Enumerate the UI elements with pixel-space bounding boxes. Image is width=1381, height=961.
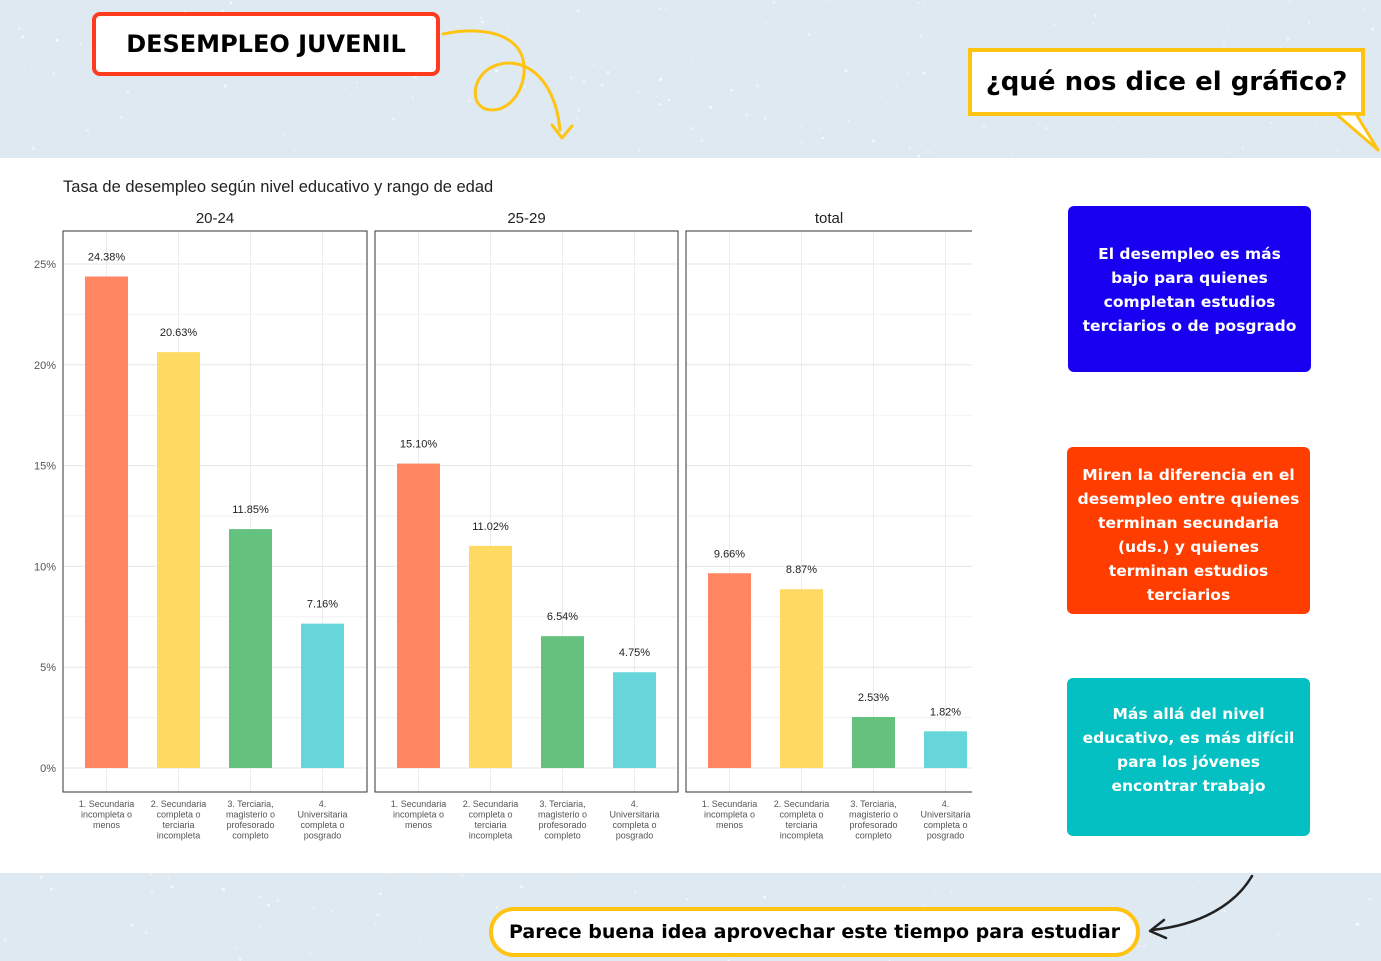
x-tick-label: 1. Secundaria — [702, 799, 758, 809]
x-tick-label: 1. Secundaria — [391, 799, 447, 809]
y-tick-label: 5% — [40, 662, 56, 674]
x-tick-label: profesorado — [226, 820, 274, 830]
y-tick-label: 15% — [34, 461, 56, 473]
data-label: 2.53% — [858, 692, 889, 704]
x-tick-label: 3. Terciaria, — [227, 799, 273, 809]
data-label: 9.66% — [714, 548, 745, 560]
x-tick-label: magisterio o — [849, 810, 898, 820]
x-tick-label: Universitaria — [609, 810, 659, 820]
callout-tertiary-lower: El desempleo es más bajo para quienes co… — [1068, 206, 1311, 372]
x-tick-label: posgrado — [927, 831, 965, 841]
y-tick-label: 10% — [34, 561, 56, 573]
data-label: 11.02% — [472, 521, 509, 533]
data-label: 7.16% — [307, 599, 338, 611]
page-title: DESEMPLEO JUVENIL — [92, 12, 440, 76]
x-tick-label: terciaria — [785, 820, 817, 830]
x-tick-label: completa o — [612, 820, 656, 830]
data-label: 6.54% — [547, 611, 578, 623]
x-tick-label: 1. Secundaria — [79, 799, 135, 809]
x-tick-label: profesorado — [538, 820, 586, 830]
bar — [157, 352, 200, 768]
x-tick-label: completo — [544, 831, 581, 841]
x-tick-label: 2. Secundaria — [151, 799, 207, 809]
x-tick-label: magisterio o — [226, 810, 275, 820]
bar — [613, 672, 656, 768]
data-label: 15.10% — [400, 439, 438, 451]
bar — [852, 716, 895, 768]
x-tick-label: incompleta — [780, 831, 824, 841]
bar — [708, 573, 751, 768]
unemployment-chart: Tasa de desempleo según nivel educativo … — [34, 178, 972, 841]
x-tick-label: completa o — [156, 810, 200, 820]
facet-label: total — [815, 210, 843, 227]
bar — [541, 636, 584, 768]
x-tick-label: 2. Secundaria — [463, 799, 519, 809]
x-tick-label: profesorado — [849, 820, 897, 830]
bar — [469, 545, 512, 768]
facet-label: 20-24 — [196, 210, 234, 227]
panel-frame — [685, 230, 972, 793]
x-tick-label: completo — [855, 831, 892, 841]
data-label: 20.63% — [160, 327, 198, 339]
x-tick-label: completo — [232, 831, 269, 841]
x-tick-label: magisterio o — [538, 810, 587, 820]
x-tick-label: Universitaria — [297, 810, 347, 820]
x-tick-label: completa o — [923, 820, 967, 830]
x-tick-label: incompleta o — [704, 810, 755, 820]
x-tick-label: 2. Secundaria — [774, 799, 830, 809]
data-label: 11.85% — [232, 504, 269, 516]
x-tick-label: menos — [716, 820, 744, 830]
data-label: 24.38% — [88, 251, 126, 263]
x-tick-label: 4. — [942, 799, 950, 809]
question-bubble: ¿qué nos dice el gráfico? — [968, 48, 1365, 116]
y-tick-label: 0% — [40, 763, 56, 775]
x-tick-label: Universitaria — [920, 810, 970, 820]
x-tick-label: terciaria — [162, 820, 194, 830]
x-tick-label: incompleta o — [393, 810, 444, 820]
x-tick-label: incompleta — [157, 831, 201, 841]
x-tick-label: 3. Terciaria, — [850, 799, 896, 809]
x-tick-label: completa o — [300, 820, 344, 830]
y-tick-label: 20% — [34, 360, 56, 372]
x-tick-label: incompleta o — [81, 810, 132, 820]
x-tick-label: 4. — [631, 799, 639, 809]
facet-label: 25-29 — [507, 210, 545, 227]
x-tick-label: menos — [405, 820, 433, 830]
y-tick-label: 25% — [34, 259, 56, 271]
x-tick-label: completa o — [468, 810, 512, 820]
bar — [229, 529, 272, 768]
x-tick-label: menos — [93, 820, 121, 830]
data-label: 4.75% — [619, 647, 650, 659]
panel-frame — [374, 230, 679, 793]
panel-frame — [62, 230, 368, 793]
bar — [780, 589, 823, 768]
x-tick-label: posgrado — [616, 831, 654, 841]
footer-message: Parece buena idea aprovechar este tiempo… — [489, 907, 1140, 957]
chart-title: Tasa de desempleo según nivel educativo … — [63, 178, 493, 196]
bar — [301, 623, 344, 768]
data-label: 8.87% — [786, 564, 817, 576]
x-tick-label: completa o — [779, 810, 823, 820]
x-tick-label: posgrado — [304, 831, 342, 841]
bar — [85, 276, 128, 768]
data-label: 1.82% — [930, 706, 961, 718]
x-tick-label: 3. Terciaria, — [539, 799, 585, 809]
x-tick-label: 4. — [319, 799, 327, 809]
callout-difference: Miren la diferencia en el desempleo entr… — [1067, 447, 1310, 614]
bar — [924, 731, 967, 768]
x-tick-label: terciaria — [474, 820, 506, 830]
callout-youth-harder: Más allá del nivel educativo, es más dif… — [1067, 678, 1310, 836]
bar — [397, 463, 440, 768]
x-tick-label: incompleta — [469, 831, 513, 841]
